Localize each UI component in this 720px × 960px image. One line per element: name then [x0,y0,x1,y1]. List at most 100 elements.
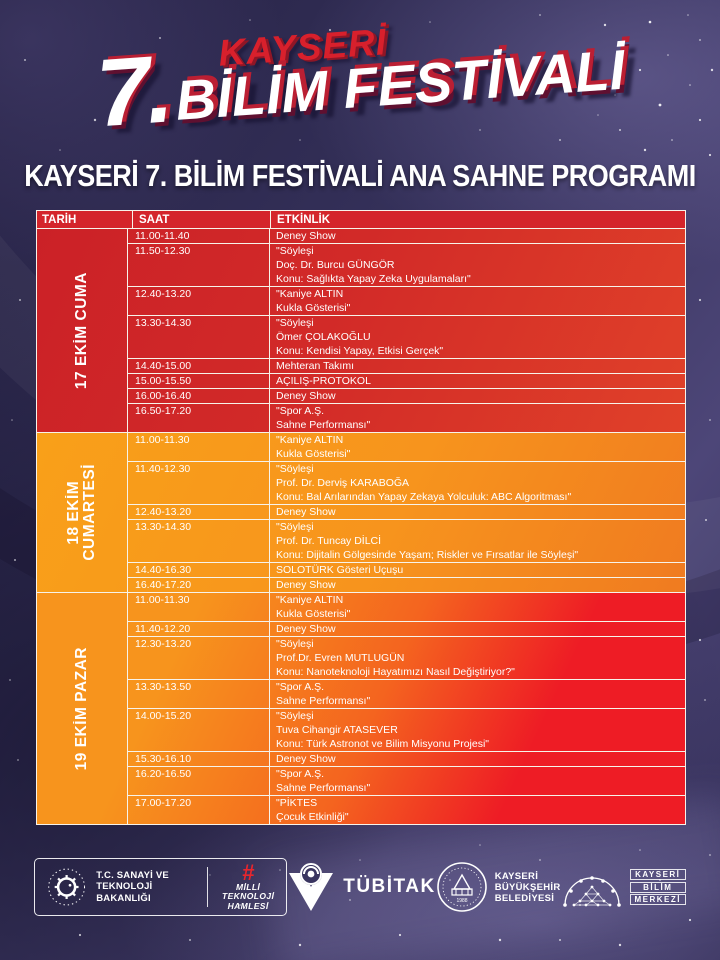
time-cell: 11.00-11.40 [128,229,270,243]
hashtag-icon: # [241,859,255,885]
table-sections: 17 EKİM CUMA 11.00-11.40 Deney Show 11.5… [37,228,685,824]
ministry-emblem-icon [48,868,86,906]
date-cell: 17 EKİM CUMA [37,229,128,432]
science-center-logo: KAYSERİ BİLİM MERKEZİ [561,865,686,909]
table-row: 11.40-12.20 Deney Show [128,621,685,636]
movement-label: MİLLİ TEKNOLOJİ HAMLESİ [221,881,275,911]
event-cell: "Söyleşi Tuva Cihangir ATASEVER Konu: Tü… [276,710,490,750]
milli-teknoloji-hamlesi-logo: # MİLLİ TEKNOLOJİ HAMLESİ [221,859,275,911]
time-cell: 11.00-11.30 [128,593,270,621]
science-center-dome-icon [562,876,621,907]
date-label: 19 EKİM PAZAR [73,646,90,771]
event-cell: SOLOTÜRK Gösteri Uçuşu [276,564,404,576]
footer-logos: T.C. SANAYİ VE TEKNOLOJİ BAKANLIĞI # MİL… [34,850,686,924]
day-section: 17 EKİM CUMA 11.00-11.40 Deney Show 11.5… [37,228,685,432]
ministry-name: T.C. SANAYİ VE TEKNOLOJİ BAKANLIĞI [96,869,169,904]
time-cell: 11.00-11.30 [128,433,270,461]
time-cell: 16.20-16.50 [128,767,270,795]
date-cell: 18 EKİM CUMARTESİ [37,433,128,592]
event-cell: Deney Show [276,623,336,635]
event-cell: "PİKTES Çocuk Etkinliği" [276,797,349,823]
time-cell: 13.30-14.30 [128,520,270,562]
event-cell: "Söyleşi Ömer ÇOLAKOĞLU Konu: Kendisi Ya… [276,317,444,357]
event-cell: "Kaniye ALTIN Kukla Gösterisi" [276,594,351,620]
day-rows: 11.00-11.40 Deney Show 11.50-12.30 "Söyl… [128,229,685,432]
event-cell: Mehteran Takımı [276,360,355,372]
time-cell: 12.40-13.20 [128,505,270,519]
time-cell: 14.00-15.20 [128,709,270,751]
event-cell: "Söyleşi Prof. Dr. Derviş KARABOĞA Konu:… [276,463,572,503]
date-label: 17 EKİM CUMA [73,271,90,390]
event-cell: "Spor A.Ş. Sahne Performansı" [276,681,371,707]
day-rows: 11.00-11.30 "Kaniye ALTIN Kukla Gösteris… [128,433,685,592]
event-cell: Deney Show [276,579,336,591]
time-cell: 16.50-17.20 [128,404,270,432]
municipality-seal-icon: 1988 [436,862,487,912]
table-row: 16.40-17.20 Deney Show [128,577,685,592]
time-cell: 11.40-12.30 [128,462,270,504]
svg-text:1988: 1988 [456,898,467,904]
table-row: 11.00-11.40 Deney Show [128,229,685,243]
municipality-label: KAYSERİ BÜYÜKŞEHİR BELEDİYESİ [494,870,561,904]
header-time: SAAT [132,211,270,228]
event-cell: "Kaniye ALTIN Kukla Gösterisi" [276,434,351,460]
event-cell: AÇILIŞ-PROTOKOL [276,375,371,387]
page-title: KAYSERİ 7. BİLİM FESTİVALİ ANA SAHNE PRO… [24,159,696,193]
divider [207,867,208,907]
ministry-logo-box: T.C. SANAYİ VE TEKNOLOJİ BAKANLIĞI # MİL… [34,858,288,916]
event-cell: Deney Show [276,753,336,765]
table-row: 15.30-16.10 Deney Show [128,751,685,766]
table-row: 11.50-12.30 "Söyleşi Doç. Dr. Burcu GÜNG… [128,243,685,286]
time-cell: 11.50-12.30 [128,244,270,286]
time-cell: 12.30-13.20 [128,637,270,679]
table-row: 16.00-16.40 Deney Show [128,388,685,403]
table-row: 14.40-15.00 Mehteran Takımı [128,358,685,373]
day-section: 18 EKİM CUMARTESİ 11.00-11.30 "Kaniye AL… [37,432,685,592]
event-cell: "Söyleşi Prof. Dr. Tuncay DİLCİ Konu: Di… [276,521,579,561]
municipality-logo: 1988 KAYSERİ BÜYÜKŞEHİR BELEDİYESİ [436,861,561,913]
time-cell: 16.00-16.40 [128,389,270,403]
time-cell: 12.40-13.20 [128,287,270,315]
event-cell: "Kaniye ALTIN Kukla Gösterisi" [276,288,351,314]
table-row: 11.00-11.30 "Kaniye ALTIN Kukla Gösteris… [128,593,685,621]
time-cell: 11.40-12.20 [128,622,270,636]
date-cell: 19 EKİM PAZAR [37,593,128,824]
day-section: 19 EKİM PAZAR 11.00-11.30 "Kaniye ALTIN … [37,592,685,824]
event-cell: Deney Show [276,506,336,518]
event-cell: Deney Show [276,230,336,242]
event-cell: "Söyleşi Doç. Dr. Burcu GÜNGÖR Konu: Sağ… [276,245,471,285]
program-table: TARİH SAAT ETKİNLİK 17 EKİM CUMA 11.00-1… [36,210,686,825]
table-row: 14.00-15.20 "Söyleşi Tuva Cihangir ATASE… [128,708,685,751]
time-cell: 15.00-15.50 [128,374,270,388]
table-row: 11.40-12.30 "Söyleşi Prof. Dr. Derviş KA… [128,461,685,504]
time-cell: 15.30-16.10 [128,752,270,766]
time-cell: 13.30-14.30 [128,316,270,358]
table-row: 12.30-13.20 "Söyleşi Prof.Dr. Evren MUTL… [128,636,685,679]
event-cell: "Söyleşi Prof.Dr. Evren MUTLUGÜN Konu: N… [276,638,515,678]
time-cell: 17.00-17.20 [128,796,270,824]
date-label: 18 EKİM CUMARTESİ [65,464,98,561]
time-cell: 14.40-15.00 [128,359,270,373]
time-cell: 13.30-13.50 [128,680,270,708]
table-row: 15.00-15.50 AÇILIŞ-PROTOKOL [128,373,685,388]
table-row: 13.30-14.30 "Söyleşi Prof. Dr. Tuncay Dİ… [128,519,685,562]
table-row: 13.30-13.50 "Spor A.Ş. Sahne Performansı… [128,679,685,708]
science-center-line: KAYSERİ [629,869,686,880]
science-center-line: MERKEZİ [629,894,686,905]
table-row: 17.00-17.20 "PİKTES Çocuk Etkinliği" [128,795,685,824]
science-center-line: BİLİM [629,881,686,893]
day-rows: 11.00-11.30 "Kaniye ALTIN Kukla Gösteris… [128,593,685,824]
tubitak-logo: TÜBİTAK [287,861,435,913]
tubitak-emblem-icon [289,863,334,911]
table-row: 12.40-13.20 Deney Show [128,504,685,519]
time-cell: 14.40-16.30 [128,563,270,577]
table-row: 12.40-13.20 "Kaniye ALTIN Kukla Gösteris… [128,286,685,315]
table-row: 16.50-17.20 "Spor A.Ş. Sahne Performansı… [128,403,685,432]
table-row: 11.00-11.30 "Kaniye ALTIN Kukla Gösteris… [128,433,685,461]
table-row: 16.20-16.50 "Spor A.Ş. Sahne Performansı… [128,766,685,795]
header-event: ETKİNLİK [270,211,685,228]
event-cell: "Spor A.Ş. Sahne Performansı" [276,768,371,794]
logo-number: 7. [93,35,173,148]
table-row: 13.30-14.30 "Söyleşi Ömer ÇOLAKOĞLU Konu… [128,315,685,358]
tubitak-label: TÜBİTAK [343,876,436,897]
